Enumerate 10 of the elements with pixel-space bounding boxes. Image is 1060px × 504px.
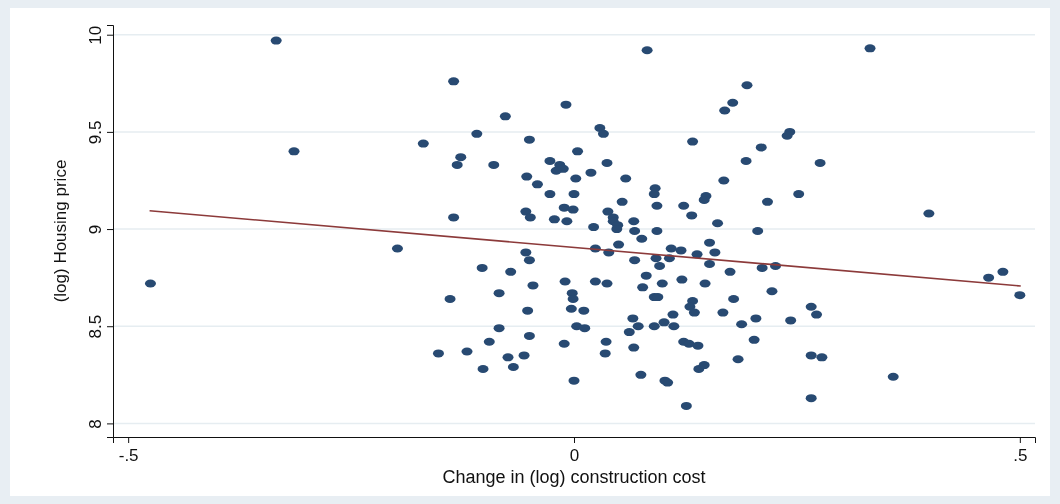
y-tick-label: 9.5 <box>86 120 105 145</box>
y-tick-label: 8 <box>86 419 105 429</box>
x-tick-label: -.5 <box>118 446 139 466</box>
y-tick-label: 10 <box>86 25 105 45</box>
y-axis-title: (log) Housing price <box>51 159 70 303</box>
x-tick-label: .5 <box>1013 446 1028 466</box>
x-axis-title: Change in (log) construction cost <box>442 467 706 487</box>
x-tick-label: 0 <box>569 446 580 466</box>
y-tick-label: 8.5 <box>86 314 105 339</box>
y-tick-label: 9 <box>86 224 105 235</box>
